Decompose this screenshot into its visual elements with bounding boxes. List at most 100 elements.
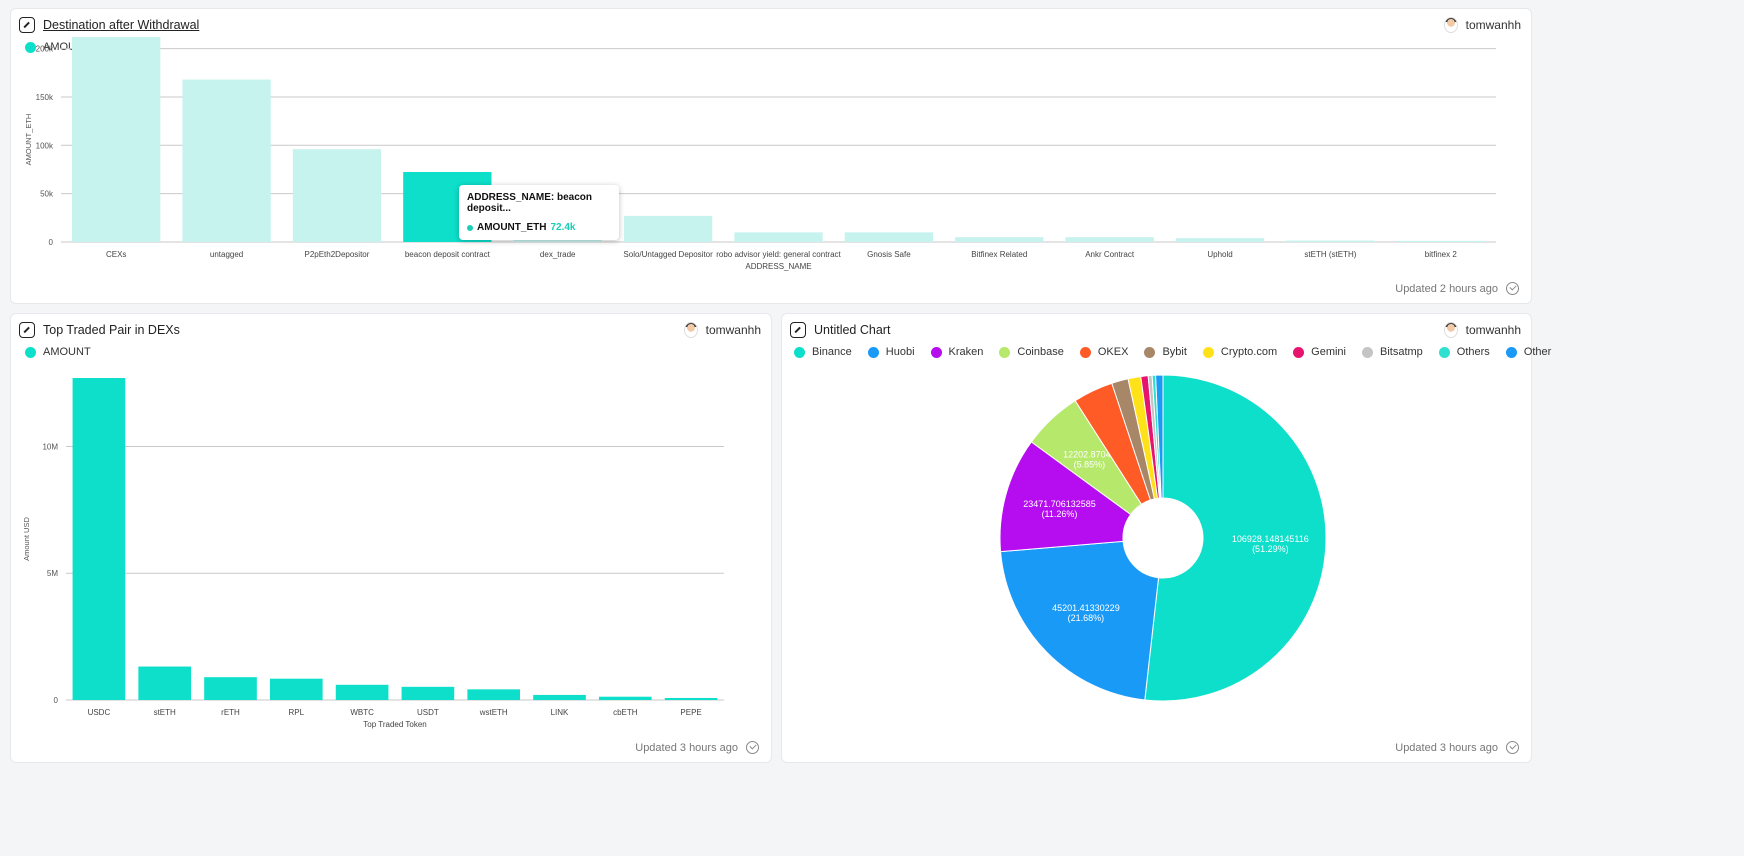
x-tick-label: Gnosis Safe [867,250,911,259]
slice-percent-label: (51.29%) [1252,544,1289,554]
legend-dot-icon [867,346,879,358]
y-tick-label: 10M [42,442,58,451]
y-tick-label: 0 [49,238,54,247]
bar [955,237,1044,242]
updated-status: Updated 2 hours ago [1395,282,1519,295]
legend-dot-icon [794,346,805,358]
x-tick-label: P2pEth2Depositor [304,250,369,259]
updated-text: Updated 2 hours ago [1395,282,1498,295]
legend-label: Bitsatmp [1380,346,1423,358]
legend: AMOUNT [25,346,101,358]
legend-item[interactable]: Other [1505,346,1551,358]
pie-slice [1144,374,1327,702]
legend-dot-icon [1079,346,1091,358]
top-traded-pair-card: Top Traded Pair in DEXs tomwanhh AMOUNT … [10,313,772,763]
x-tick-label: PEPE [680,708,701,717]
legend-label: Kraken [948,346,984,358]
y-axis-label: Amount USD [22,517,31,561]
y-tick-label: 100k [36,141,54,150]
pie-slice [999,441,1132,553]
slice-value-label: 106928.148145116 [1232,534,1309,544]
legend-item[interactable]: Coinbase [999,346,1064,358]
bar-chart-withdrawal: 0 50k 100k 150k 200k CEXs untagged P2pEth2Depos… [24,37,1496,271]
bar [1396,240,1485,242]
legend-item[interactable]: Others [1438,346,1490,358]
legend-item[interactable]: Kraken [930,346,984,358]
chart-tooltip: ADDRESS_NAME: beacon deposit... AMOUNT_E… [459,185,619,240]
x-tick-label: beacon deposit contract [405,250,491,259]
legend-item[interactable]: Binance [794,346,852,358]
legend-label: Huobi [885,346,915,358]
y-axis-label: AMOUNT_ETH [24,114,33,166]
x-tick-label: robo advisor yield: general contract [716,250,841,259]
y-tick-label: 150k [36,93,54,102]
legend-item[interactable]: Gemini [1293,346,1346,358]
bar [844,232,934,242]
pie-legend: Binance Huobi Kraken Coinbase OKEX Bybit Crypt… [794,346,1561,358]
bar [292,149,382,242]
x-tick-label: USDT [417,708,439,717]
bar [734,232,823,242]
bar-chart-dex: 0 5M 10M USDC stETH rETH RPL WBTC USDT wstETH LINK… [22,378,724,729]
tooltip-title: ADDRESS_NAME: beacon deposit... [467,192,593,214]
untitled-pie-card: Untitled Chart tomwanhh Binance Huobi Krak… [781,313,1551,763]
y-tick-label: 200k [36,45,54,54]
bar [1065,237,1154,242]
y-tick-label: 50k [40,190,54,199]
bar [598,696,652,700]
pie-slice [1155,374,1164,499]
updated-text: Updated 3 hours ago [1395,741,1498,754]
x-tick-label: CEXs [106,250,126,259]
x-axis-label: Top Traded Token [363,720,426,729]
legend-item[interactable]: Bybit [1144,346,1187,358]
check-circle-icon[interactable] [1506,741,1519,754]
legend-item[interactable]: Crypto.com [1202,346,1278,358]
author[interactable]: tomwanhh [1443,322,1521,338]
slice-percent-label: (11.26%) [1042,509,1078,519]
avatar [1443,322,1458,338]
x-tick-label: WBTC [350,708,374,717]
bar [623,215,713,242]
updated-status: Updated 3 hours ago [635,741,759,754]
chart-title[interactable]: Top Traded Pair in DEXs [43,323,180,337]
legend-label: Bybit [1162,346,1187,358]
x-tick-label: wstETH [479,708,508,717]
legend-item[interactable]: Bitsatmp [1362,346,1423,358]
slice-value-label: 45201.41330229 [1052,603,1120,613]
y-tick-label: 5M [47,569,58,578]
author[interactable]: tomwanhh [683,322,761,338]
card-header: Untitled Chart [790,322,890,338]
x-tick-label: stETH (stETH) [1304,250,1356,259]
bar [467,689,521,700]
legend-label: OKEX [1097,346,1129,358]
chart-title[interactable]: Destination after Withdrawal [43,18,200,32]
card-header: Top Traded Pair in DEXs [19,322,180,338]
author-name: tomwanhh [705,323,761,337]
legend-label: Gemini [1311,346,1346,358]
slice-percent-label: (5.85%) [1074,460,1106,470]
legend-item[interactable]: Huobi [867,346,915,358]
legend-dot-icon [25,41,36,53]
x-tick-label: cbETH [613,708,638,717]
legend-item[interactable]: OKEX [1079,346,1129,358]
legend-label: Crypto.com [1220,346,1278,358]
bar [1175,238,1265,242]
legend-dot-icon [930,346,942,358]
author[interactable]: tomwanhh [1443,17,1521,33]
chart-title[interactable]: Untitled Chart [814,323,891,337]
legend-label: Others [1456,346,1490,358]
bar [269,678,323,700]
legend-dot-icon [1144,346,1156,358]
bar [204,677,257,700]
bar [401,686,455,700]
bar [335,684,389,700]
legend-item[interactable]: AMOUNT [25,346,91,358]
check-circle-icon[interactable] [1506,282,1519,295]
pie-slice [1000,540,1160,701]
x-axis-label: ADDRESS_NAME [745,262,811,271]
x-tick-label: Solo/Untagged Depositor [623,250,713,259]
slice-value-label: 23471.706132585 [1023,499,1096,509]
check-circle-icon[interactable] [746,741,759,754]
dashboard-logo-icon [790,322,806,338]
bar [138,666,192,700]
